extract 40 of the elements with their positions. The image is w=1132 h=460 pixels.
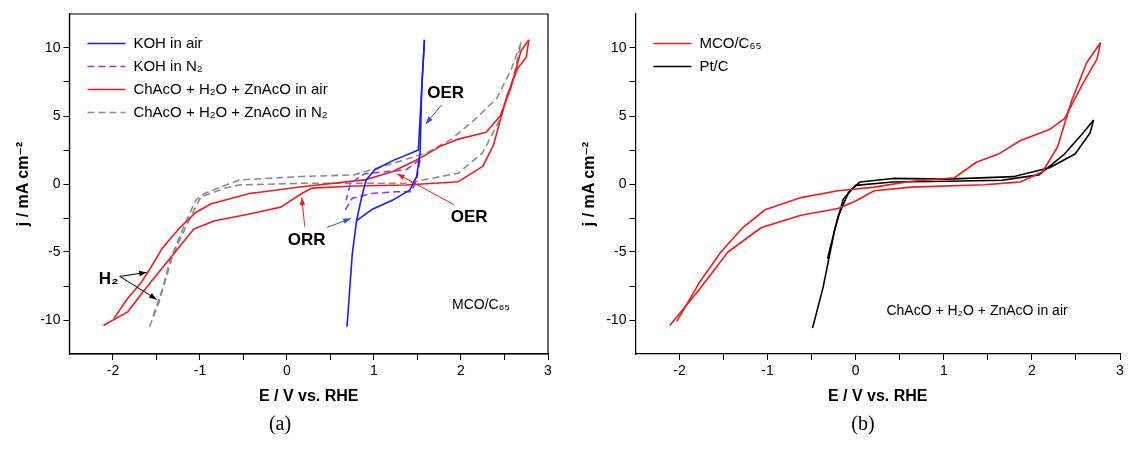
y-tick-label: 5 xyxy=(52,106,61,123)
legend-label: KOH in N₂ xyxy=(133,56,203,74)
text: (a) xyxy=(267,412,293,435)
x-tick-label: 3 xyxy=(1116,362,1125,379)
y-tick-label: 10 xyxy=(610,38,627,55)
legend-label: ChAcO + H₂O + ZnAcO in N₂ xyxy=(133,102,328,120)
x-tick-label: 3 xyxy=(544,362,553,379)
x-tick-label: 2 xyxy=(457,362,466,379)
x-tick-label: 1 xyxy=(370,362,379,379)
y-axis-title: j / mA cm⁻² xyxy=(14,141,32,228)
annotation: ChAcO + H₂O + ZnAcO in air xyxy=(886,302,1069,319)
x-tick-label: 1 xyxy=(939,362,948,379)
x-tick-label: 2 xyxy=(1028,362,1036,379)
x-tick-label: 0 xyxy=(851,362,860,379)
text: (b) xyxy=(850,412,876,435)
y-tick-label: 0 xyxy=(618,174,627,191)
annotation: MCO/C₆₅ xyxy=(452,295,510,312)
y-tick-label: -10 xyxy=(606,310,627,327)
x-tick-label: -1 xyxy=(761,362,775,379)
legend-label: MCO/C₆₅ xyxy=(699,33,762,51)
legend-label: KOH in air xyxy=(133,33,203,51)
x-tick-label: -2 xyxy=(673,362,686,379)
y-tick-label: 5 xyxy=(618,106,627,123)
y-axis-title: j / mA cm⁻² xyxy=(580,141,598,228)
annotation: OER xyxy=(450,207,488,227)
x-axis-title: E / V vs. RHE xyxy=(827,386,928,404)
legend-label: Pt/C xyxy=(699,56,729,74)
y-tick-label: -10 xyxy=(40,310,61,327)
x-tick-label: -1 xyxy=(193,362,207,379)
y-tick-label: 10 xyxy=(44,38,61,55)
y-tick-label: -5 xyxy=(613,242,627,259)
x-axis-title: E / V vs. RHE xyxy=(258,386,359,404)
legend-label: ChAcO + H₂O + ZnAcO in air xyxy=(133,79,328,97)
y-tick-label: -5 xyxy=(47,242,61,259)
annotation: H₂ xyxy=(98,269,119,289)
annotation: ORR xyxy=(287,230,326,250)
x-tick-label: -2 xyxy=(106,362,120,379)
y-tick-label: 0 xyxy=(52,174,61,191)
x-tick-label: 0 xyxy=(283,362,292,379)
annotation: OER xyxy=(427,82,465,102)
